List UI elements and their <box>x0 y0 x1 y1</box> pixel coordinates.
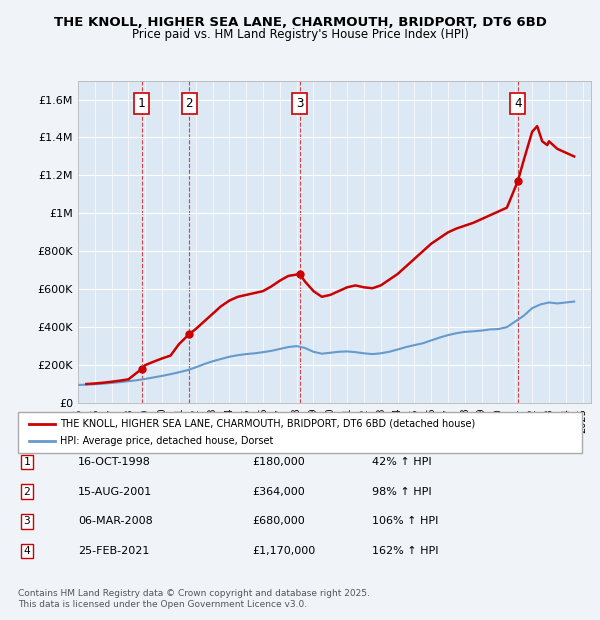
Text: £364,000: £364,000 <box>252 487 305 497</box>
Text: 25-FEB-2021: 25-FEB-2021 <box>78 546 149 556</box>
Text: 4: 4 <box>23 546 31 556</box>
Text: HPI: Average price, detached house, Dorset: HPI: Average price, detached house, Dors… <box>60 436 274 446</box>
Text: 106% ↑ HPI: 106% ↑ HPI <box>372 516 439 526</box>
Text: 15-AUG-2001: 15-AUG-2001 <box>78 487 152 497</box>
Text: 3: 3 <box>23 516 31 526</box>
Text: 4: 4 <box>514 97 521 110</box>
FancyBboxPatch shape <box>18 412 582 453</box>
Text: 1: 1 <box>23 457 31 467</box>
Text: THE KNOLL, HIGHER SEA LANE, CHARMOUTH, BRIDPORT, DT6 6BD: THE KNOLL, HIGHER SEA LANE, CHARMOUTH, B… <box>53 16 547 29</box>
Text: Price paid vs. HM Land Registry's House Price Index (HPI): Price paid vs. HM Land Registry's House … <box>131 28 469 41</box>
Text: 162% ↑ HPI: 162% ↑ HPI <box>372 546 439 556</box>
Text: 06-MAR-2008: 06-MAR-2008 <box>78 516 153 526</box>
Text: 2: 2 <box>185 97 193 110</box>
Text: 42% ↑ HPI: 42% ↑ HPI <box>372 457 431 467</box>
Text: Contains HM Land Registry data © Crown copyright and database right 2025.
This d: Contains HM Land Registry data © Crown c… <box>18 590 370 609</box>
Text: 2: 2 <box>23 487 31 497</box>
Text: £1,170,000: £1,170,000 <box>252 546 315 556</box>
Text: 3: 3 <box>296 97 304 110</box>
Text: £180,000: £180,000 <box>252 457 305 467</box>
Text: 16-OCT-1998: 16-OCT-1998 <box>78 457 151 467</box>
Text: £680,000: £680,000 <box>252 516 305 526</box>
Text: 98% ↑ HPI: 98% ↑ HPI <box>372 487 431 497</box>
Text: 1: 1 <box>138 97 145 110</box>
Text: THE KNOLL, HIGHER SEA LANE, CHARMOUTH, BRIDPORT, DT6 6BD (detached house): THE KNOLL, HIGHER SEA LANE, CHARMOUTH, B… <box>60 418 476 428</box>
